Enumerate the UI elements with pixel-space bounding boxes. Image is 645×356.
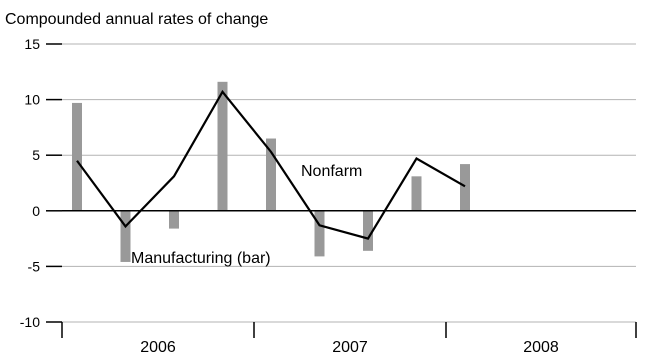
x-year-label: 2008 [523,339,559,356]
gridlines [62,43,636,323]
y-tick-label: 5 [32,147,40,163]
manufacturing-bar [266,138,276,211]
manufacturing-bar [120,210,131,262]
manufacturing-bar [460,164,470,211]
y-tick-label: 10 [24,92,40,108]
y-axis-title: Compounded annual rates of change [5,11,268,28]
manufacturing-bar [411,176,422,211]
x-year-label: 2007 [332,339,368,356]
y-tick-label: -5 [28,258,41,274]
manufacturing-bar [72,102,82,211]
nonfarm-label: Nonfarm [301,163,362,180]
manufacturing-bar [217,81,228,211]
nonfarm-line [76,89,466,240]
x-axis: 2006 2007 2008 [61,322,637,356]
y-tick-label: 15 [24,36,40,52]
manufacturing-bar [314,210,325,257]
manufacturing-label: Manufacturing (bar) [131,250,271,267]
y-tick-label: -10 [20,314,40,330]
manufacturing-bar [169,210,179,229]
manufacturing-bar [363,210,373,251]
x-year-label: 2006 [140,339,176,356]
y-tick-label: 0 [32,203,40,219]
y-tick-labels: 15 10 5 0 -5 -10 [20,36,62,330]
manufacturing-bars [72,81,470,262]
